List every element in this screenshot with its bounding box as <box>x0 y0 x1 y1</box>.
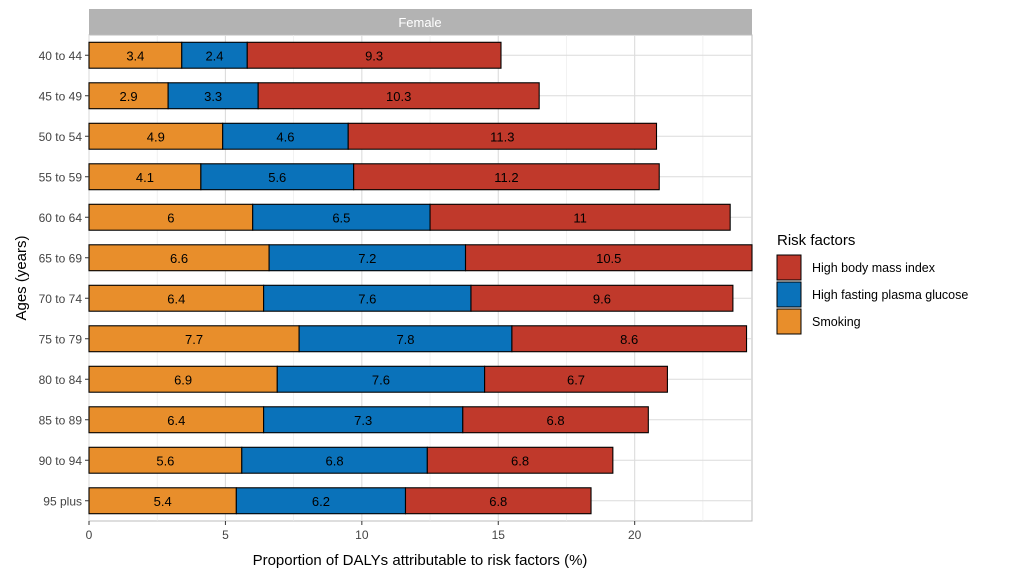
bar-value-label: 6.8 <box>489 494 507 509</box>
bar-value-label: 6 <box>167 210 174 225</box>
plot-panel <box>88 34 753 522</box>
x-tick-label: 5 <box>222 528 229 542</box>
bar-value-label: 11.3 <box>490 129 514 144</box>
y-tick-label: 65 to 69 <box>39 251 83 265</box>
x-tick-label: 0 <box>86 528 93 542</box>
bar-value-label: 5.6 <box>156 453 174 468</box>
x-tick-label: 10 <box>355 528 369 542</box>
bar-segment <box>298 325 513 353</box>
bar-value-label: 6.4 <box>167 413 185 428</box>
bar-value-label: 7.7 <box>185 332 203 347</box>
bar-value-label: 4.6 <box>276 129 294 144</box>
legend-swatch <box>776 281 802 308</box>
bars <box>88 41 753 515</box>
bar-value-label: 6.8 <box>326 453 344 468</box>
bar-value-label: 2.9 <box>120 89 138 104</box>
legend-label: High body mass index <box>812 261 936 275</box>
y-tick-label: 90 to 94 <box>39 454 83 468</box>
legend-swatch <box>776 254 802 281</box>
bar-value-label: 6.9 <box>174 372 192 387</box>
bar-segment <box>88 163 202 191</box>
bar-value-label: 6.6 <box>170 251 188 266</box>
bar-value-label: 5.4 <box>154 494 172 509</box>
y-tick-label: 75 to 79 <box>39 332 83 346</box>
y-tick-label: 50 to 54 <box>39 130 83 144</box>
y-tick-label: 60 to 64 <box>39 211 83 225</box>
legend-swatch <box>776 308 802 335</box>
bar-labels: 3.4 2.4 9.3 2.9 3.3 10.3 4.9 4.6 11.3 4.1 5.6 11.2 6… <box>120 48 639 509</box>
legend-label: Smoking <box>812 315 861 329</box>
bar-value-label: 8.6 <box>620 332 638 347</box>
bar-segment <box>404 487 592 515</box>
bar-value-label: 6.8 <box>547 413 565 428</box>
y-tick-label: 55 to 59 <box>39 170 83 184</box>
bar-segment <box>464 244 753 272</box>
bar-segment <box>268 244 467 272</box>
x-axis-title: Proportion of DALYs attributable to risk… <box>253 552 588 569</box>
bar-value-label: 4.1 <box>136 170 154 185</box>
bar-segment <box>470 284 734 312</box>
bar-value-label: 7.6 <box>358 291 376 306</box>
y-tick-label: 45 to 49 <box>39 89 83 103</box>
bar-value-label: 9.3 <box>365 48 383 63</box>
bar-value-label: 3.4 <box>126 48 144 63</box>
bar-value-label: 10.3 <box>386 89 411 104</box>
bar-segment <box>429 203 731 231</box>
bar-value-label: 11.2 <box>494 170 518 185</box>
y-axis-title: Ages (years) <box>13 235 30 320</box>
bar-value-label: 7.6 <box>372 372 390 387</box>
bar-value-label: 6.4 <box>167 291 185 306</box>
bar-value-label: 7.8 <box>396 332 414 347</box>
bar-segment <box>181 41 248 69</box>
axes: 40 to 44 45 to 49 50 to 54 55 to 59 60 to 64… <box>39 49 642 542</box>
bar-segment <box>200 163 355 191</box>
bar-segment <box>484 365 668 393</box>
bar-segment <box>257 82 540 110</box>
bar-value-label: 9.6 <box>593 291 611 306</box>
bar-value-label: 6.7 <box>567 372 585 387</box>
bar-value-label: 11 <box>573 210 587 225</box>
bar-segment <box>241 446 428 474</box>
bar-value-label: 6.8 <box>511 453 529 468</box>
legend-label: High fasting plasma glucose <box>812 288 968 302</box>
bar-segment <box>263 284 472 312</box>
x-tick-label: 15 <box>492 528 506 542</box>
bar-segment <box>167 82 259 110</box>
x-tick-label: 20 <box>628 528 642 542</box>
y-tick-label: 85 to 89 <box>39 413 83 427</box>
bar-segment <box>276 365 486 393</box>
bar-value-label: 4.9 <box>147 129 165 144</box>
bar-segment <box>246 41 502 69</box>
bar-segment <box>88 41 183 69</box>
bar-value-label: 7.3 <box>354 413 372 428</box>
bar-value-label: 3.3 <box>204 89 222 104</box>
bar-segment <box>426 446 614 474</box>
legend: Risk factors High body mass index High fa… <box>776 232 968 335</box>
bar-value-label: 5.6 <box>268 170 286 185</box>
bar-value-label: 7.2 <box>358 251 376 266</box>
bar-value-label: 2.4 <box>205 48 223 63</box>
bar-segment <box>353 163 660 191</box>
bar-segment <box>88 203 254 231</box>
bar-segment <box>88 122 224 150</box>
panel-strip <box>89 9 752 35</box>
bar-segment <box>88 244 270 272</box>
bar-segment <box>88 446 243 474</box>
bar-value-label: 10.5 <box>596 251 621 266</box>
y-tick-label: 40 to 44 <box>39 49 83 63</box>
panel-title: Female <box>398 15 441 30</box>
legend-title: Risk factors <box>777 232 855 249</box>
bar-segment <box>462 406 649 434</box>
bar-segment <box>88 365 278 393</box>
y-tick-label: 95 plus <box>43 494 82 508</box>
y-tick-label: 80 to 84 <box>39 373 83 387</box>
bar-segment <box>347 122 658 150</box>
bar-segment <box>263 406 464 434</box>
bar-value-label: 6.2 <box>312 494 330 509</box>
y-tick-label: 70 to 74 <box>39 292 83 306</box>
bar-value-label: 6.5 <box>332 210 350 225</box>
bar-segment <box>252 203 431 231</box>
bar-segment <box>511 325 748 353</box>
